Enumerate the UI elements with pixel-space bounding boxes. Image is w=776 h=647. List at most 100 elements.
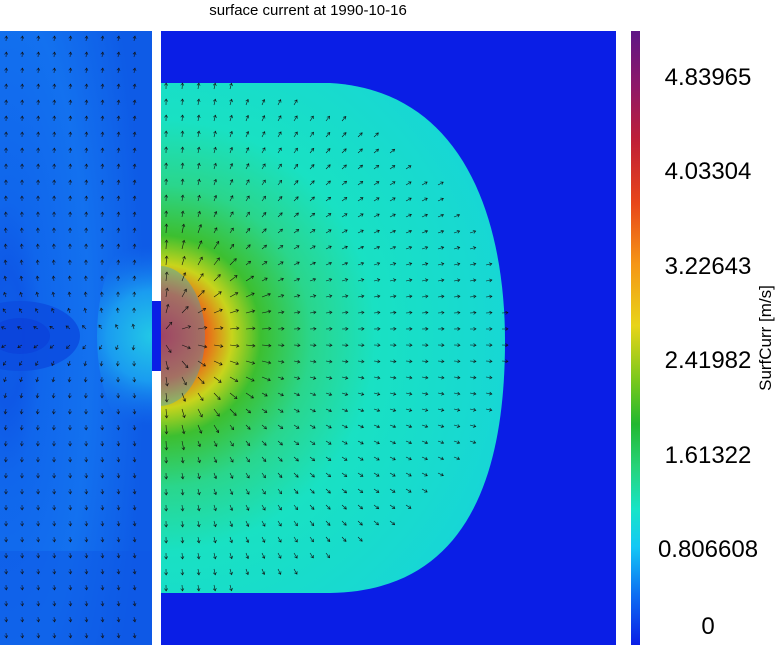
vector-arrow [293,504,299,511]
vector-arrow [309,115,314,122]
vector-arrow [116,456,121,463]
vector-arrow [68,67,73,74]
vector-arrow [116,632,121,639]
vector-arrow [132,179,137,186]
vector-arrow [84,568,89,575]
vector-arrow [180,504,185,512]
colorbar-tick-label: 0 [701,613,715,640]
vector-arrow [164,472,169,480]
vector-arrow [1,344,7,348]
vector-arrow [68,520,73,527]
vector-arrow [84,392,88,399]
vector-arrow [405,278,413,283]
vector-arrow [36,488,40,495]
vector-arrow [277,131,282,138]
vector-arrow [373,229,380,234]
vector-arrow [19,408,24,415]
vector-arrow [68,600,73,607]
vector-arrow [213,240,220,250]
vector-arrow [66,344,71,349]
vector-arrow [341,375,349,380]
vector-arrow [405,424,413,428]
vector-arrow [68,195,73,202]
vector-arrow [421,343,429,347]
vector-arrow [100,392,104,399]
vector-arrow [84,504,89,511]
vector-arrow [453,230,461,234]
vector-arrow [325,148,331,154]
vector-arrow [373,181,380,186]
vector-arrow [213,408,220,417]
colorbar-tick-label: 4.03304 [664,158,752,186]
vector-arrow [325,376,333,380]
vector-arrow [36,632,41,639]
vector-arrow [68,179,73,186]
vector-arrow [485,327,493,331]
vector-arrow [197,488,201,496]
vector-arrow [197,440,201,448]
vector-arrow [261,228,267,234]
vector-arrow [405,262,413,266]
vector-arrow [341,148,347,154]
vector-arrow [245,488,250,495]
vector-arrow [116,520,121,527]
vector-arrow [116,504,121,511]
vector-arrow [100,616,105,623]
vector-arrow [229,584,233,592]
vector-arrow [421,213,428,218]
vector-arrow [213,536,217,544]
vector-arrow [4,99,8,106]
colorbar-tick-label: 2.41982 [664,347,752,375]
vector-arrow [437,294,445,299]
vector-arrow [485,343,493,347]
vector-arrow [132,227,137,234]
vector-arrow [277,488,283,495]
vector-arrow [132,456,137,463]
vector-arrow [277,261,284,266]
vector-arrow [84,632,89,639]
vector-arrow [277,472,283,478]
vector-arrow [3,259,8,266]
vector-arrow [405,375,413,380]
vector-arrow [49,344,55,349]
vector-arrow [3,376,7,383]
vector-arrow [357,456,364,461]
vector-arrow [389,520,396,526]
vector-arrow [181,424,186,435]
vector-arrow [341,132,347,138]
vector-arrow [36,115,41,122]
vector-arrow [293,568,298,575]
vector-arrow [116,568,121,575]
vector-arrow [20,632,25,639]
vector-arrow [341,504,347,510]
vector-arrow [277,392,284,397]
vector-arrow [325,326,333,331]
vector-arrow [277,277,284,282]
vector-arrow [181,223,186,234]
vector-arrow [389,408,397,412]
vector-arrow [501,327,509,331]
vector-arrow [19,227,24,234]
vector-arrow [469,424,477,428]
vector-arrow [213,114,217,122]
vector-arrow [325,164,331,170]
vector-arrow [67,392,72,399]
vector-arrow [181,344,191,350]
vector-arrow [164,130,168,138]
vector-arrow [181,392,187,402]
vector-arrow [453,278,461,283]
vector-arrow [196,520,201,528]
vector-arrow [197,344,208,349]
vector-arrow [277,99,282,106]
vector-arrow [4,83,9,90]
vector-arrow [132,568,137,575]
vector-arrow [100,115,105,122]
vector-arrow [84,195,89,202]
vector-arrow [196,114,201,122]
vector-arrow [261,179,266,186]
vector-arrow [132,616,137,623]
vector-arrow [309,196,315,202]
vector-arrow [52,243,56,250]
vector-arrow [36,600,41,607]
vector-arrow [229,130,233,138]
